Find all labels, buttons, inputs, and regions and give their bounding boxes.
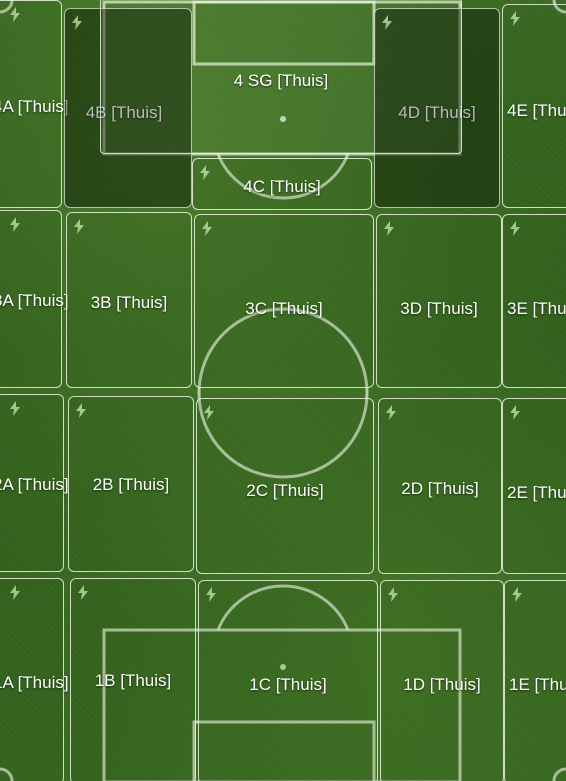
lightning-bolt-icon bbox=[204, 405, 214, 420]
field-label: 2B [Thuis] bbox=[92, 475, 170, 494]
field-3b[interactable]: 3B [Thuis] bbox=[66, 212, 192, 388]
field-label: 2E [Thuis] bbox=[507, 483, 566, 502]
lightning-bolt-icon bbox=[382, 15, 392, 30]
field-label: 3E [Thuis] bbox=[507, 299, 566, 318]
lightning-bolt-icon bbox=[386, 405, 396, 420]
field-label: 2A [Thuis] bbox=[0, 475, 69, 494]
field-2a[interactable]: 2A [Thuis] bbox=[0, 394, 69, 572]
field-label: 1E [Thuis] bbox=[509, 675, 566, 694]
lightning-bolt-icon bbox=[78, 585, 88, 600]
field-label: 2D [Thuis] bbox=[401, 479, 479, 498]
lightning-bolt-icon bbox=[510, 221, 520, 236]
lightning-bolt-icon bbox=[388, 587, 398, 602]
field-1e[interactable]: 1E [Thuis] bbox=[504, 580, 566, 781]
lightning-bolt-icon bbox=[200, 165, 210, 180]
lightning-bolt-icon bbox=[72, 15, 82, 30]
field-label: 1B [Thuis] bbox=[94, 671, 172, 690]
lightning-bolt-icon bbox=[384, 221, 394, 236]
field-2e[interactable]: 2E [Thuis] bbox=[502, 398, 566, 574]
lightning-bolt-icon bbox=[512, 587, 522, 602]
field-1b[interactable]: 1B [Thuis] bbox=[70, 578, 196, 781]
field-1c[interactable]: 1C [Thuis] bbox=[198, 580, 378, 781]
lightning-bolt-icon bbox=[206, 587, 216, 602]
field-label: 4B [Thuis] bbox=[85, 103, 163, 122]
field-3e[interactable]: 3E [Thuis] bbox=[502, 214, 566, 388]
field-2b[interactable]: 2B [Thuis] bbox=[68, 396, 194, 572]
field-1a[interactable]: 1A [Thuis] bbox=[0, 578, 69, 781]
field-4c[interactable]: 4C [Thuis] bbox=[192, 158, 372, 210]
field-3d[interactable]: 3D [Thuis] bbox=[376, 214, 502, 388]
lightning-bolt-icon bbox=[10, 7, 20, 22]
field-label: 1C [Thuis] bbox=[249, 675, 327, 694]
lightning-bolt-icon bbox=[74, 219, 84, 234]
field-4b[interactable]: 4B [Thuis] bbox=[64, 8, 192, 208]
field-4a[interactable]: 4A [Thuis] bbox=[0, 0, 69, 208]
lightning-bolt-icon bbox=[510, 11, 520, 26]
lightning-bolt-icon bbox=[510, 405, 520, 420]
lightning-bolt-icon bbox=[10, 401, 20, 416]
field-label: 2C [Thuis] bbox=[246, 481, 324, 500]
field-label: 4C [Thuis] bbox=[243, 177, 321, 196]
field-label: 3D [Thuis] bbox=[400, 299, 478, 318]
lightning-bolt-icon bbox=[10, 217, 20, 232]
field-label: 4A [Thuis] bbox=[0, 97, 69, 116]
field-label: 4E [Thuis] bbox=[507, 101, 566, 120]
field-label: 4D [Thuis] bbox=[398, 103, 476, 122]
lightning-bolt-icon bbox=[76, 403, 86, 418]
field-4d[interactable]: 4D [Thuis] bbox=[374, 8, 500, 208]
lightning-bolt-icon bbox=[202, 221, 212, 236]
field-label: 1D [Thuis] bbox=[403, 675, 481, 694]
field-2c[interactable]: 2C [Thuis] bbox=[196, 398, 374, 574]
field-4e[interactable]: 4E [Thuis] bbox=[502, 4, 566, 208]
field-2d[interactable]: 2D [Thuis] bbox=[378, 398, 502, 574]
lightning-bolt-icon bbox=[10, 585, 20, 600]
field-label: 4 SG [Thuis] bbox=[233, 71, 329, 90]
field-4sg[interactable]: 4 SG [Thuis] bbox=[100, 0, 462, 154]
field-label: 3B [Thuis] bbox=[90, 293, 168, 312]
field-label: 3A [Thuis] bbox=[0, 291, 69, 310]
field-label: 1A [Thuis] bbox=[0, 673, 69, 692]
field-label: 3C [Thuis] bbox=[245, 299, 323, 318]
field-1d[interactable]: 1D [Thuis] bbox=[380, 580, 504, 781]
field-3a[interactable]: 3A [Thuis] bbox=[0, 210, 69, 388]
field-3c[interactable]: 3C [Thuis] bbox=[194, 214, 374, 388]
